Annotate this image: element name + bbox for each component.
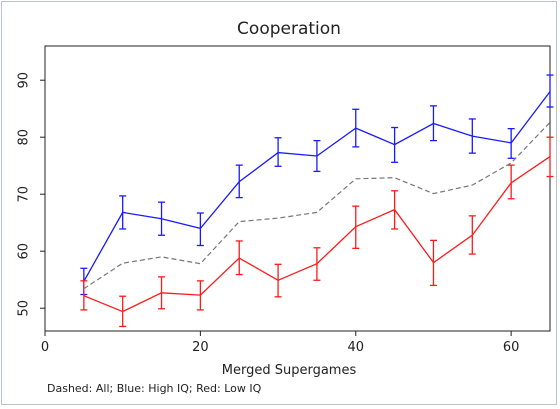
y-tick-label: 90 xyxy=(17,72,32,89)
cooperation-chart: Cooperation 50 60 70 80 90 0 20 40 60 Merged Su… xyxy=(17,19,554,395)
y-tick-label: 70 xyxy=(17,186,32,203)
plot-area xyxy=(44,45,551,332)
x-axis: 0 20 40 60 xyxy=(41,331,520,355)
x-axis-label: Merged Supergames xyxy=(222,363,357,378)
x-tick-label: 40 xyxy=(347,340,364,355)
y-tick-label: 60 xyxy=(17,243,32,260)
chart-note: Dashed: All; Blue: High IQ; Red: Low IQ xyxy=(47,382,262,395)
y-tick-label: 80 xyxy=(17,129,32,146)
x-tick-label: 60 xyxy=(503,340,520,355)
x-tick-label: 0 xyxy=(41,340,49,355)
chart-title: Cooperation xyxy=(237,19,341,39)
y-axis: 50 60 70 80 90 xyxy=(17,72,45,317)
y-tick-label: 50 xyxy=(17,300,32,317)
series-2-line xyxy=(83,121,551,290)
x-tick-label: 20 xyxy=(192,340,209,355)
series-layer xyxy=(80,74,554,328)
